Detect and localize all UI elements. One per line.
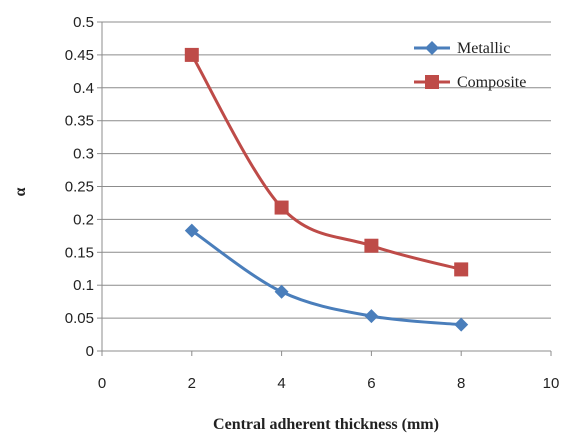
data-point-metallic	[454, 317, 469, 332]
x-tick-label: 4	[277, 375, 285, 392]
y-tick-labels: 0 0.05 0.1 0.15 0.2 0.25 0.3 0.35 0.4 0.45 0.5	[65, 14, 94, 360]
data-point-composite	[274, 200, 289, 215]
legend: Metallic Composite	[414, 40, 526, 91]
x-tick-label: 8	[457, 375, 465, 392]
y-tick-label: 0.15	[65, 244, 94, 261]
axes	[97, 21, 552, 356]
x-tick-label: 0	[98, 375, 106, 392]
data-point-composite	[454, 262, 469, 277]
data-point-metallic	[364, 309, 379, 324]
y-tick-label: 0.5	[73, 14, 94, 31]
gridlines	[102, 21, 551, 319]
data-point-composite	[184, 47, 199, 62]
x-tick-label: 2	[188, 375, 196, 392]
data-point-metallic	[274, 284, 289, 299]
y-tick-label: 0.05	[65, 310, 94, 327]
x-tick-label: 6	[367, 375, 375, 392]
legend-label-metallic: Metallic	[457, 40, 510, 57]
y-tick-label: 0.3	[73, 146, 94, 163]
y-tick-label: 0.2	[73, 211, 94, 228]
series-line-composite	[190, 54, 462, 271]
series-line-metallic	[190, 229, 462, 327]
y-tick-label: 0.45	[65, 47, 94, 64]
data-point-metallic	[184, 223, 199, 238]
x-tick-label: 10	[543, 375, 560, 392]
legend-marker-composite	[425, 75, 439, 89]
y-tick-label: 0.4	[73, 80, 94, 97]
legend-label-composite: Composite	[457, 74, 526, 91]
series	[184, 47, 469, 332]
x-tick-labels: 0 2 4 6 8 10	[98, 375, 560, 392]
y-tick-label: 0.1	[73, 277, 94, 294]
y-tick-label: 0	[86, 343, 94, 360]
y-tick-label: 0.35	[65, 113, 94, 130]
data-point-composite	[364, 238, 379, 253]
legend-marker-metallic	[425, 41, 439, 55]
y-tick-label: 0.25	[65, 179, 94, 196]
x-axis-title: Central adherent thickness (mm)	[213, 416, 439, 433]
y-axis-title: α	[12, 187, 29, 196]
